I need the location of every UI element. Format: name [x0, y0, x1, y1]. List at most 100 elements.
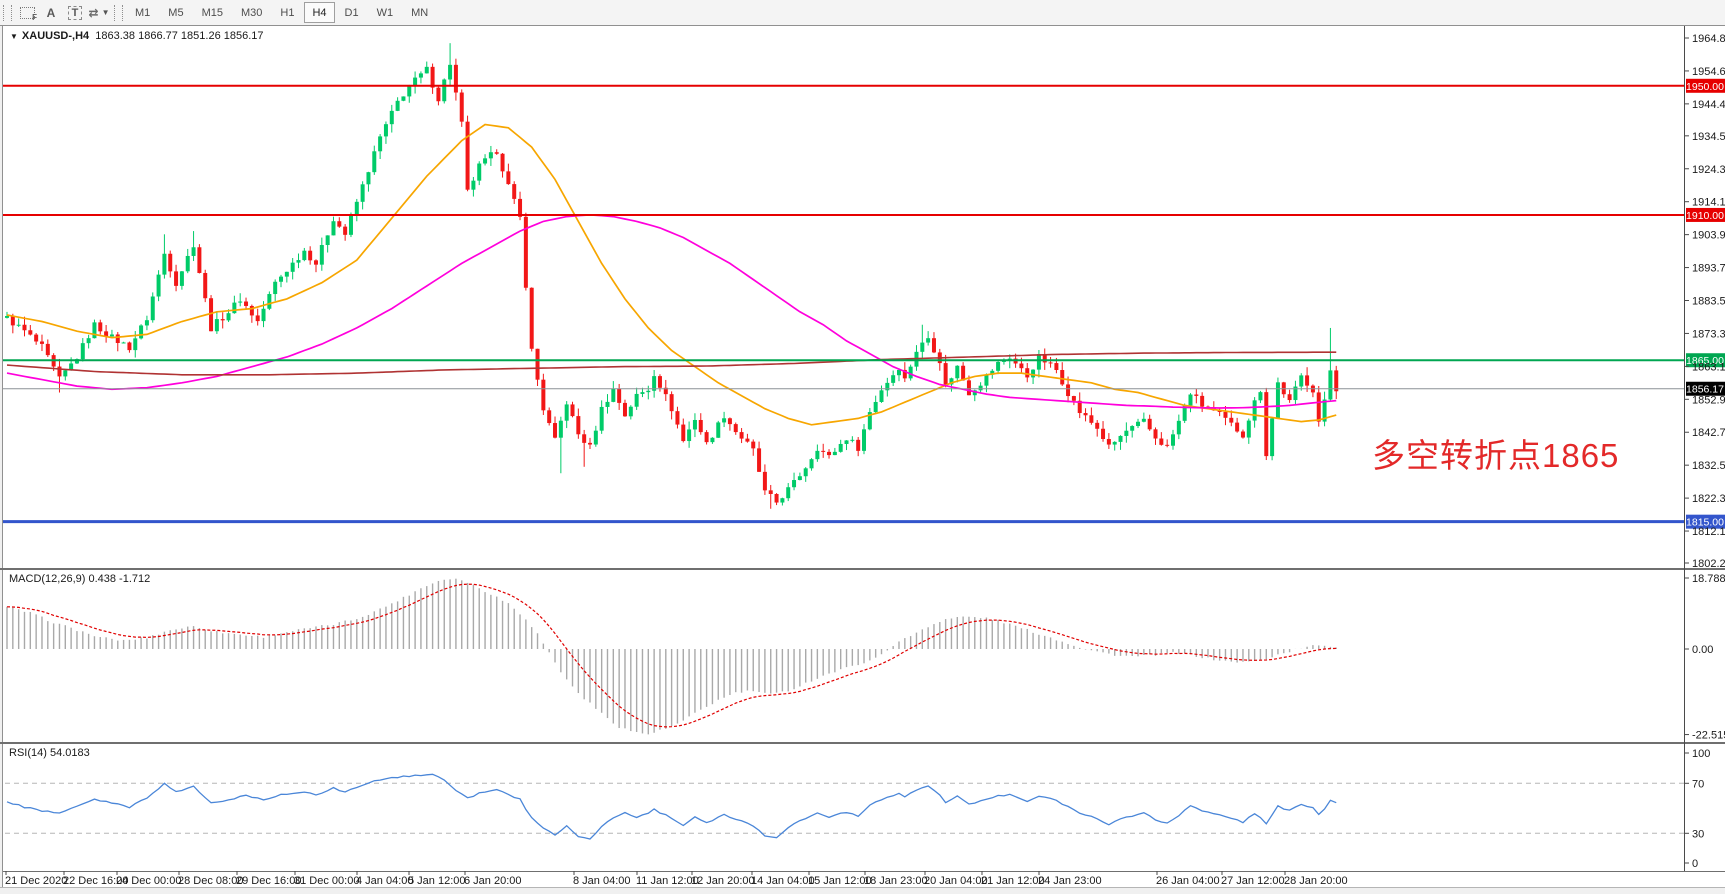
timeframe-button-W1[interactable]: W1	[376, 6, 394, 19]
candle-body	[232, 302, 237, 314]
candle-body	[873, 401, 878, 413]
candle-body	[1270, 418, 1275, 457]
timeframe-button-M1[interactable]: M1	[135, 6, 151, 19]
candle-body	[1112, 441, 1117, 445]
candle-body	[1083, 413, 1088, 416]
candle-body	[133, 338, 138, 351]
macd-signal-line	[6, 583, 1337, 728]
timeframe-button-MN[interactable]: MN	[411, 6, 429, 19]
symbol-dropdown-icon[interactable]: ▼	[10, 32, 18, 41]
candle-body	[436, 87, 441, 102]
price-axis-label: 1893.70	[1692, 263, 1725, 275]
candle-body	[1153, 429, 1158, 439]
candle-body	[896, 369, 901, 376]
price-axis-label: 1832.50	[1692, 460, 1725, 472]
time-axis-label: 18 Jan 23:00	[864, 875, 928, 887]
rsi-axis-label: 70	[1692, 778, 1704, 790]
candle-body	[465, 121, 470, 190]
candle-body	[955, 365, 960, 379]
chart-title[interactable]: ▼ XAUUSD-,H4 1863.38 1866.77 1851.26 1856…	[10, 30, 264, 42]
candle-body	[832, 451, 837, 456]
bid-price-tag	[1686, 381, 1725, 396]
candle-body	[745, 438, 750, 442]
time-axis-label: 28 Dec 08:00	[178, 875, 243, 887]
candle-body	[576, 416, 581, 435]
price-axis-label: 1914.10	[1692, 197, 1725, 209]
candle-body	[1299, 375, 1304, 387]
toolbar-grip[interactable]	[3, 4, 12, 21]
candle-body	[249, 305, 254, 316]
candle-body	[856, 439, 861, 451]
level-price-tag	[1686, 78, 1725, 93]
candle-body	[547, 410, 552, 424]
timeframe-button-H4[interactable]: H4	[304, 2, 335, 23]
candle-body	[80, 343, 85, 360]
candle-body	[553, 423, 558, 438]
pane-separator[interactable]	[0, 742, 1725, 744]
level-price-label: 1910.00	[1686, 210, 1724, 222]
candle-body	[494, 152, 499, 154]
chart-shift-icon[interactable]: F	[15, 3, 39, 23]
candle-body	[652, 376, 657, 391]
level-price-tag	[1686, 514, 1725, 529]
candle-body	[10, 315, 15, 326]
level-price-label: 1950.00	[1686, 81, 1724, 93]
candle-body	[74, 359, 79, 364]
arrows-tool-icon[interactable]: ⇄ ▼	[87, 3, 111, 23]
candle-body	[238, 301, 243, 303]
candle-body	[214, 319, 219, 332]
toolbar-grip[interactable]	[114, 4, 123, 21]
candle-body	[197, 247, 202, 273]
candle-body	[279, 276, 284, 282]
candle-body	[1089, 415, 1094, 423]
candle-body	[1141, 418, 1146, 422]
timeframe-button-H1[interactable]: H1	[280, 6, 295, 19]
candle-body	[996, 361, 1001, 371]
candle-body	[244, 301, 249, 306]
macd-indicator-label: MACD(12,26,9) 0.438 -1.712	[9, 573, 151, 585]
macd-axis-label: -22.515	[1692, 730, 1725, 742]
candle-body	[518, 198, 523, 217]
candle-body	[337, 221, 342, 227]
candle-body	[891, 375, 896, 383]
candle-body	[943, 363, 948, 385]
text-a-icon[interactable]: A	[46, 5, 56, 20]
dropdown-caret-icon[interactable]: ▼	[101, 8, 110, 17]
timeframe-button-M30[interactable]: M30	[240, 6, 263, 19]
annotation-text: 多空转折点1865	[1372, 437, 1620, 474]
candle-body	[1066, 384, 1071, 397]
candle-body	[716, 422, 721, 438]
candle-body	[1316, 392, 1321, 422]
rsi-indicator-label: RSI(14) 54.0183	[9, 747, 90, 759]
timeframe-group: M1 M5 M15 M30 H1 H4 D1 W1 MN	[126, 0, 437, 25]
timeframe-button-M5[interactable]: M5	[168, 6, 184, 19]
candle-body	[512, 184, 517, 199]
candle-body	[348, 215, 353, 235]
candle-body	[308, 250, 313, 261]
price-axis-label: 1944.40	[1692, 99, 1725, 111]
time-axis-label: 28 Jan 20:00	[1284, 875, 1348, 887]
candle-body	[5, 315, 9, 318]
candle-body	[803, 468, 808, 477]
arrows-icon: ⇄	[88, 5, 99, 20]
candle-body	[786, 487, 791, 499]
candle-body	[1130, 426, 1135, 431]
candle-body	[378, 136, 383, 152]
price-axis-label: 1802.20	[1692, 558, 1725, 570]
candle-body	[273, 281, 278, 295]
candle-body	[1077, 400, 1082, 414]
candle-body	[978, 385, 983, 391]
candle-body	[477, 163, 482, 181]
time-axis-label: 29 Dec 16:00	[236, 875, 301, 887]
candle-body	[902, 369, 907, 379]
candle-body	[984, 374, 989, 386]
candle-body	[209, 298, 214, 332]
candle-body	[39, 341, 44, 344]
timeframe-button-M15[interactable]: M15	[201, 6, 223, 19]
candle-body	[1264, 392, 1269, 457]
timeframe-button-D1[interactable]: D1	[344, 6, 359, 19]
candle-body	[1240, 431, 1245, 438]
pane-separator[interactable]	[0, 568, 1725, 570]
textbox-t-icon[interactable]: T	[63, 3, 87, 23]
